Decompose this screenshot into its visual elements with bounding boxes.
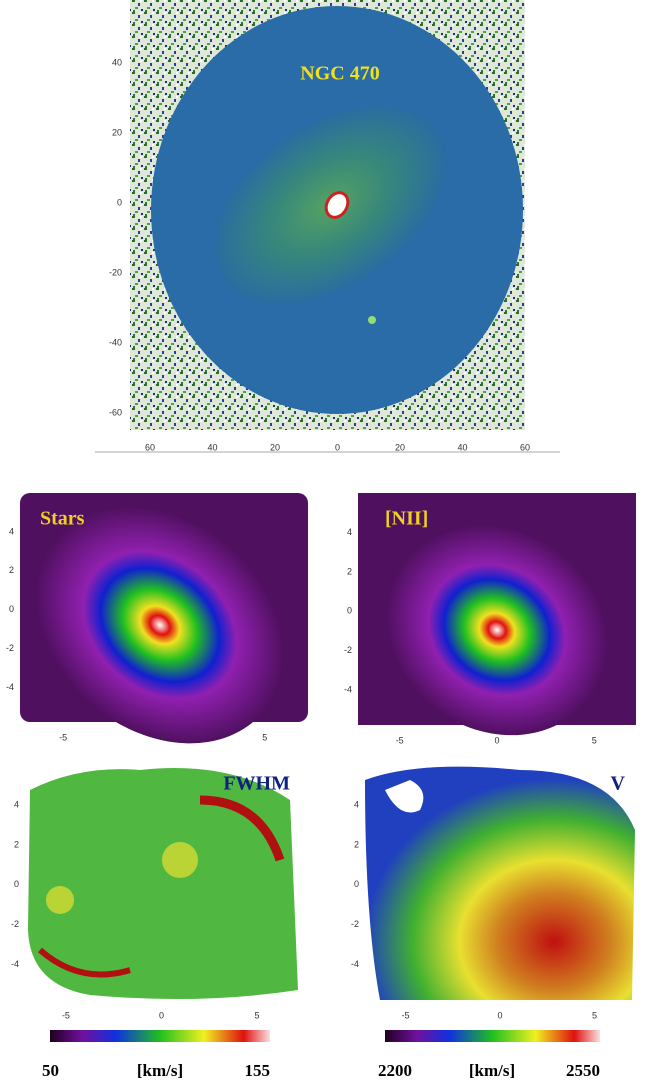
x-tick-label: 60	[145, 442, 155, 452]
colorbar-label: [km/s]	[469, 1061, 515, 1080]
panel-label: [NII]	[385, 508, 428, 530]
panel-label: V	[611, 773, 626, 795]
y-tick-label: 20	[112, 127, 122, 137]
x-tick-label: 0	[335, 442, 340, 452]
x-tick-label: 0	[494, 735, 499, 745]
colorbar-label: 155	[245, 1061, 271, 1080]
y-tick-label: 2	[14, 839, 19, 849]
x-tick-label: -5	[59, 732, 67, 742]
v-image	[365, 766, 635, 1000]
colorbar	[50, 1030, 270, 1042]
y-tick-label: -40	[109, 337, 122, 347]
y-tick-label: -4	[351, 959, 359, 969]
y-tick-label: -4	[11, 959, 19, 969]
x-tick-label: 5	[255, 1010, 260, 1020]
x-tick-label: 40	[457, 442, 467, 452]
x-tick-label: 20	[270, 442, 280, 452]
x-tick-label: 0	[497, 1010, 502, 1020]
x-tick-label: 20	[395, 442, 405, 452]
x-tick-label: 5	[592, 735, 597, 745]
x-tick-label: 0	[161, 732, 166, 742]
top-image	[95, 0, 560, 453]
y-tick-label: -2	[11, 919, 19, 929]
y-tick-label: 0	[117, 197, 122, 207]
y-tick-label: 2	[347, 566, 352, 576]
panel-label: Stars	[40, 508, 85, 530]
y-tick-label: -2	[6, 643, 14, 653]
y-tick-label: 0	[347, 606, 352, 616]
x-tick-label: 40	[207, 442, 217, 452]
stars-image	[20, 493, 308, 744]
y-tick-label: 4	[9, 526, 14, 536]
x-tick-label: 60	[520, 442, 530, 452]
y-tick-label: 4	[347, 527, 352, 537]
x-tick-label: -5	[62, 1010, 70, 1020]
y-tick-label: 2	[9, 565, 14, 575]
colorbar	[385, 1030, 600, 1042]
fwhm-image	[28, 768, 298, 999]
y-tick-label: 0	[354, 879, 359, 889]
y-tick-label: 4	[14, 799, 19, 809]
y-tick-label: 2	[354, 839, 359, 849]
figure-title: NGC 470	[300, 63, 379, 85]
x-tick-label: -5	[396, 735, 404, 745]
x-tick-label: 5	[592, 1010, 597, 1020]
y-tick-label: -20	[109, 267, 122, 277]
y-tick-label: -2	[351, 919, 359, 929]
panel-label: FWHM	[223, 773, 290, 795]
y-tick-label: 4	[354, 799, 359, 809]
x-tick-label: 5	[262, 732, 267, 742]
y-tick-label: 0	[14, 879, 19, 889]
y-tick-label: -4	[6, 682, 14, 692]
nii-image	[358, 493, 636, 736]
y-tick-label: -60	[109, 407, 122, 417]
y-tick-label: -4	[344, 685, 352, 695]
y-tick-label: 40	[112, 57, 122, 67]
colorbar-label: 50	[42, 1061, 59, 1080]
x-tick-label: 0	[159, 1010, 164, 1020]
colorbar-label: [km/s]	[137, 1061, 183, 1080]
colorbar-label: 2550	[566, 1061, 600, 1080]
x-tick-label: -5	[401, 1010, 409, 1020]
y-tick-label: -2	[344, 645, 352, 655]
y-tick-label: 0	[9, 604, 14, 614]
colorbar-label: 2200	[378, 1061, 412, 1080]
